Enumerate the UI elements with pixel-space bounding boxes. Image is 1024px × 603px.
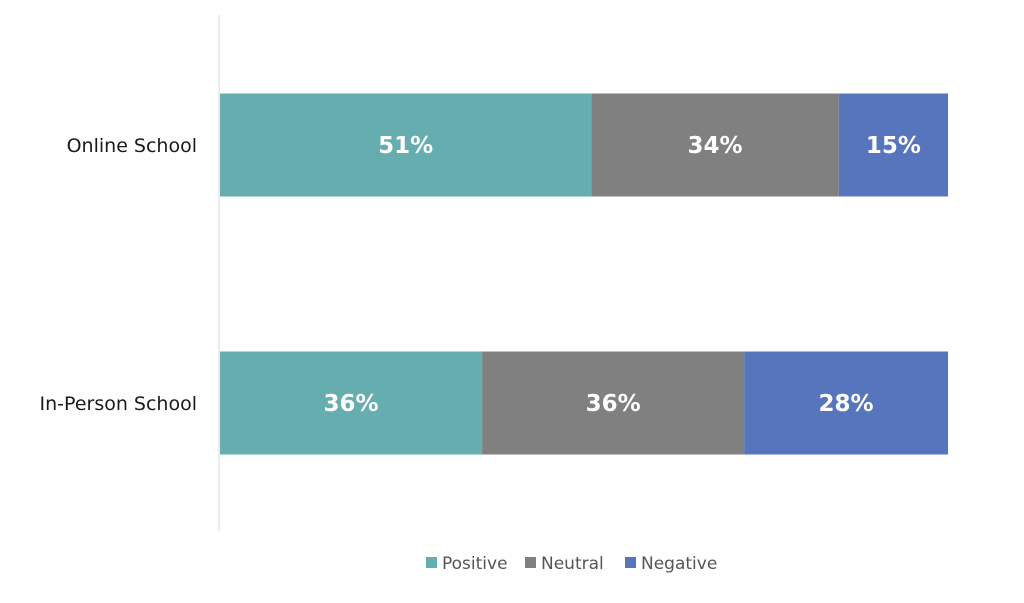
bar-in-person-school-positive <box>220 351 483 455</box>
legend-swatch-neutral <box>525 557 536 568</box>
bar-online-school-negative <box>838 93 948 197</box>
bar-online-school-neutral <box>591 93 839 197</box>
legend: Positive Neutral Negative <box>426 554 717 574</box>
legend-swatch-positive <box>426 557 437 568</box>
bar-online-school-positive <box>220 93 592 197</box>
bars-group: Online School 51% 34% 15% In-Person School 36… <box>40 93 948 455</box>
category-label-online-school: Online School <box>67 135 197 157</box>
data-label-in-person-school-neutral: 36% <box>586 391 641 417</box>
bar-in-person-school-neutral <box>482 351 745 455</box>
legend-label-negative: Negative <box>641 554 717 574</box>
category-label-in-person-school: In-Person School <box>40 393 197 415</box>
data-label-in-person-school-positive: 36% <box>324 391 379 417</box>
legend-label-neutral: Neutral <box>541 554 604 574</box>
data-label-online-school-positive: 51% <box>378 133 433 159</box>
data-label-online-school-neutral: 34% <box>688 133 743 159</box>
data-label-online-school-negative: 15% <box>866 133 921 159</box>
legend-swatch-negative <box>625 557 636 568</box>
bar-in-person-school-negative <box>744 351 948 455</box>
legend-label-positive: Positive <box>442 554 508 574</box>
data-label-in-person-school-negative: 28% <box>819 391 874 417</box>
